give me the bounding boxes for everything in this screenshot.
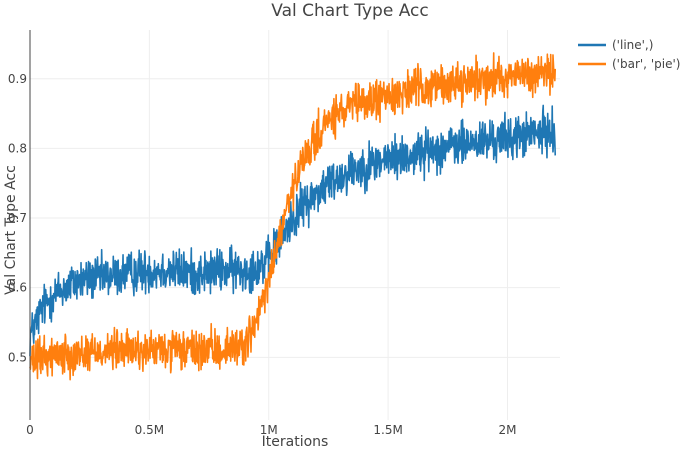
legend-item[interactable]: ('line',) <box>578 38 653 52</box>
x-tick-label: 1M <box>260 423 278 437</box>
chart-title: Val Chart Type Acc <box>271 1 428 21</box>
series-line-1 <box>29 52 557 381</box>
series-layer <box>29 52 557 381</box>
y-tick-label: 0.6 <box>8 281 27 295</box>
y-tick-label: 0.5 <box>8 350 27 364</box>
x-axis-label: Iterations <box>262 434 329 450</box>
legend[interactable]: ('line',) ('bar', 'pie') <box>578 38 680 71</box>
series-line-0 <box>29 104 557 357</box>
y-tick-label: 0.9 <box>8 72 27 86</box>
x-tick-label: 0.5M <box>135 423 164 437</box>
legend-label: ('bar', 'pie') <box>612 57 680 71</box>
x-tick-label: 0 <box>26 423 34 437</box>
y-tick-label: 0.8 <box>8 141 27 155</box>
x-tick-label: 1.5M <box>373 423 402 437</box>
y-axis-label: Val Chart Type Acc <box>3 165 19 295</box>
y-tick-label: 0.7 <box>8 211 27 225</box>
x-tick-label: 2M <box>498 423 516 437</box>
axes: 0 0.5M 1M 1.5M 2M 0.5 0.6 0.7 0.8 0.9 <box>8 30 516 437</box>
legend-label: ('line',) <box>612 38 653 52</box>
legend-item[interactable]: ('bar', 'pie') <box>578 57 680 71</box>
